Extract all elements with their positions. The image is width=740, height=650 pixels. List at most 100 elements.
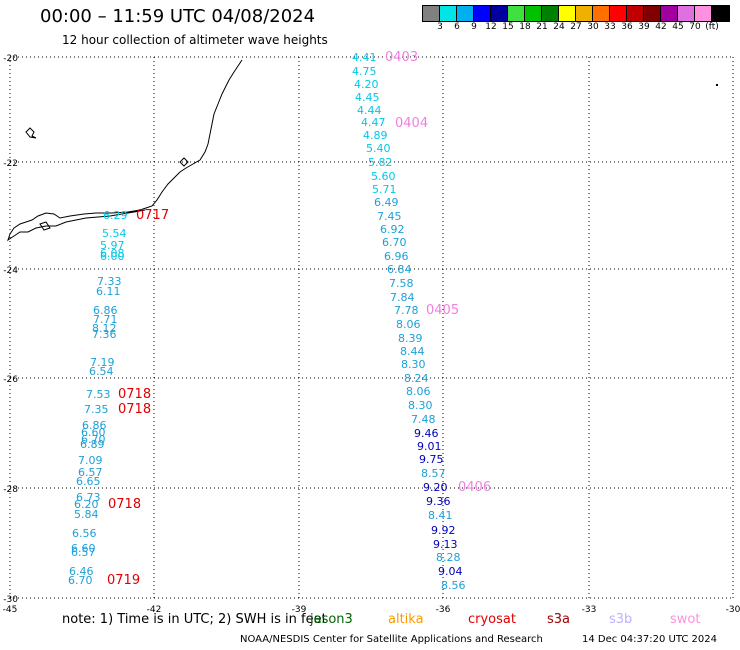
wave-height-label: 7.53 — [86, 388, 111, 401]
lat-tick-label: -30 — [3, 595, 18, 605]
wave-height-label: 7.35 — [84, 403, 109, 416]
pass-time-label: 0718 — [118, 402, 151, 417]
wave-height-label: 4.75 — [352, 65, 377, 78]
lon-tick-label: -42 — [147, 605, 162, 615]
wave-height-label: 8.24 — [404, 372, 429, 385]
wave-height-label: 4.47 — [361, 116, 386, 129]
lon-tick-label: -30 — [726, 605, 740, 615]
wave-height-label: 6.92 — [380, 223, 405, 236]
colorbar-label: 3 — [437, 22, 443, 32]
island-dot — [716, 84, 718, 86]
wave-height-label: 5.84 — [74, 508, 99, 521]
altimeter-track-labels: 4.41 0403 4.754.204.454.444.47 0404 4.895.40… — [68, 50, 491, 592]
wave-height-label: 4.41 — [352, 51, 377, 64]
wave-height-label: 9.92 — [431, 524, 456, 537]
colorbar-label: 27 — [570, 22, 582, 32]
colorbar-swatch — [457, 6, 474, 21]
wave-height-label: 4.20 — [354, 78, 379, 91]
pass-time-label: 0718 — [118, 387, 151, 402]
colorbar-swatch — [542, 6, 559, 21]
colorbar-swatch — [678, 6, 695, 21]
lat-tick-label: -24 — [3, 266, 18, 276]
wave-height-label: 6.29 — [103, 209, 128, 222]
legend-satellite-cryosat: cryosat — [468, 612, 516, 627]
wave-height-label: 4.45 — [355, 91, 380, 104]
colorbar-label: 70 — [689, 22, 701, 32]
lat-tick-label: -22 — [3, 159, 18, 169]
legend-satellite-altika: altika — [388, 612, 424, 627]
wave-height-label: 6.70 — [382, 236, 407, 249]
pass-time-label: 0717 — [136, 208, 169, 223]
legend-note: note: 1) Time is in UTC; 2) SWH is in fe… — [62, 612, 327, 627]
lat-tick-label: -28 — [3, 485, 18, 495]
pass-time-label: 0718 — [108, 497, 141, 512]
wave-height-label: 6.70 — [81, 433, 106, 446]
wave-height-label: 6.96 — [384, 250, 409, 263]
colorbar-swatch — [644, 6, 661, 21]
wave-height-label: 6.70 — [68, 574, 93, 587]
wave-height-label: 5.40 — [366, 142, 391, 155]
wave-height-label: 8.06 — [406, 385, 431, 398]
colorbar-label: (ft) — [705, 22, 719, 32]
wave-height-label: 8.06 — [396, 318, 421, 331]
coastline-islet — [39, 221, 51, 231]
colorbar-swatch — [712, 6, 729, 21]
wave-height-label: 6.49 — [374, 196, 399, 209]
chart-subtitle: 12 hour collection of altimeter wave hei… — [62, 33, 328, 47]
colorbar-swatch — [559, 6, 576, 21]
colorbar-label: 36 — [621, 22, 633, 32]
lon-tick-label: -39 — [292, 605, 307, 615]
wave-height-label: 9.75 — [419, 453, 444, 466]
wave-height-label: 4.44 — [357, 104, 382, 117]
wave-height-label: 9.13 — [433, 538, 458, 551]
wave-height-label: 6.54 — [89, 365, 114, 378]
wave-height-label: 7.45 — [377, 210, 402, 223]
wave-height-label: 9.01 — [417, 440, 442, 453]
wave-height-label: 9.46 — [414, 427, 439, 440]
legend-satellite-swot: swot — [670, 612, 701, 627]
axis-tick-labels: -45 -42 -39 -36 -33 -30 -20 -22 -24 -26 -28 -30 — [3, 54, 740, 615]
wave-height-label: 6.60 — [71, 542, 96, 555]
pass-time-label: 0404 — [395, 116, 428, 131]
wave-height-label: 6.00 — [100, 250, 125, 263]
wave-height-label: 7.09 — [78, 454, 103, 467]
wave-height-label: 5.71 — [372, 183, 397, 196]
colorbar-swatch — [508, 6, 525, 21]
colorbar-label: 39 — [638, 22, 650, 32]
wave-height-colorbar — [422, 5, 730, 22]
legend-satellite-jason3: jason3 — [310, 612, 353, 627]
wave-height-label: 9.20 — [423, 481, 448, 494]
wave-height-label: 6.56 — [72, 527, 97, 540]
lon-tick-label: -33 — [582, 605, 597, 615]
chart-title: 00:00 – 11:59 UTC 04/08/2024 — [40, 6, 316, 27]
wave-height-label: 8.57 — [421, 467, 446, 480]
coastline-islet — [179, 157, 189, 167]
colorbar-label: 18 — [519, 22, 531, 32]
wave-height-label: 6.60 — [81, 426, 106, 439]
map-grid — [9, 56, 734, 599]
wave-height-label: 8.44 — [400, 345, 425, 358]
colorbar-label: 21 — [536, 22, 548, 32]
colorbar-swatch — [627, 6, 644, 21]
wave-height-label: 6.46 — [69, 565, 94, 578]
pass-time-label: 0403 — [385, 50, 418, 65]
wave-height-label: 6.57 — [78, 466, 103, 479]
wave-height-label: 7.84 — [390, 291, 415, 304]
wave-height-label: 7.19 — [90, 356, 115, 369]
colorbar-label: 6 — [454, 22, 460, 32]
colorbar-swatch — [423, 6, 440, 21]
colorbar-swatch — [695, 6, 712, 21]
colorbar-swatch — [491, 6, 508, 21]
colorbar-label: 33 — [604, 22, 616, 32]
wave-height-label: 5.54 — [102, 227, 127, 240]
lon-tick-label: -45 — [3, 605, 18, 615]
wave-height-label: 6.89 — [80, 438, 105, 451]
map-legend: note: 1) Time is in UTC; 2) SWH is in fe… — [62, 612, 700, 627]
wave-height-label: 7.36 — [92, 328, 117, 341]
wave-height-label: 6.86 — [93, 304, 118, 317]
colorbar-swatch — [474, 6, 491, 21]
lat-tick-label: -26 — [3, 375, 18, 385]
footer-credit: NOAA/NESDIS Center for Satellite Applica… — [240, 634, 543, 645]
wave-height-label: 6.08 — [100, 247, 125, 260]
